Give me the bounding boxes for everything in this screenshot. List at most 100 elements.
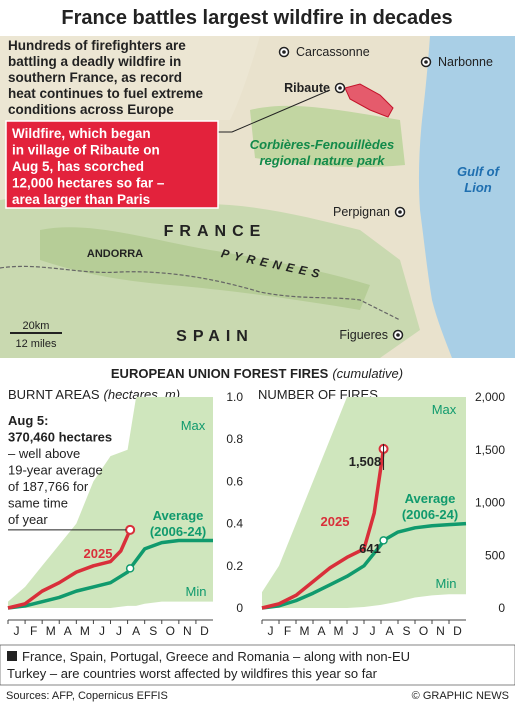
footnote-box <box>0 644 515 686</box>
plain <box>0 36 260 120</box>
x-tick-label: F <box>30 624 37 638</box>
annotation: Max <box>181 418 206 433</box>
place-label: Carcassonne <box>296 45 370 59</box>
section-subtitle: (cumulative) <box>332 366 403 381</box>
annotation: Max <box>432 402 457 417</box>
annotation: Min <box>436 576 457 591</box>
annotation: Min <box>186 584 207 599</box>
callout-line: Wildfire, which began <box>12 126 151 141</box>
x-tick-label: J <box>14 624 20 638</box>
pyrenees-ridge <box>40 227 370 310</box>
x-tick-label: J <box>353 624 359 638</box>
x-tick-label: S <box>402 624 410 638</box>
y-tick-label: 500 <box>485 548 505 562</box>
section-header: EUROPEAN UNION FOREST FIRES (cumulative) <box>111 366 403 381</box>
place-label: Perpignan <box>333 205 390 219</box>
x-tick-label: O <box>166 624 175 638</box>
border <box>0 265 401 321</box>
callout-line: area larger than Paris <box>12 192 150 207</box>
y-tick-label: 1,500 <box>475 443 505 457</box>
section-title: EUROPEAN UNION FOREST FIRES <box>111 366 329 381</box>
chart-title-text: BURNT AREAS <box>8 387 100 402</box>
intro-line: southern France, as record <box>8 70 182 85</box>
annotation: Aug 5: <box>8 413 48 428</box>
footnote-bullet <box>7 651 17 661</box>
intro-line: battling a deadly wildfire in <box>8 54 181 69</box>
map <box>0 36 515 358</box>
callout-box <box>5 120 219 209</box>
annotation: 1,508 <box>349 454 382 469</box>
y-tick-label: 0.8 <box>226 432 243 446</box>
sea <box>418 36 515 358</box>
place-dot <box>338 86 342 90</box>
annotation: of 187,766 for <box>8 479 89 494</box>
scale-label: 12 miles <box>16 338 57 350</box>
place-dot <box>424 60 428 64</box>
range-band <box>8 397 213 608</box>
series-label: Average (2006-24) <box>402 491 458 522</box>
intro-line: conditions across Europe <box>8 102 174 117</box>
x-tick-label: N <box>436 624 445 638</box>
x-tick-label: M <box>46 624 56 638</box>
x-tick-label: M <box>80 624 90 638</box>
annotation: same time <box>8 496 68 511</box>
callout-line: Aug 5, has scorched <box>12 159 144 174</box>
sea-label: Gulf of <box>457 164 501 179</box>
y-tick-label: 0 <box>498 601 505 615</box>
x-tick-label: A <box>64 624 72 638</box>
callout-pointer <box>218 89 331 133</box>
series-label-part: Average <box>153 508 204 523</box>
annotation: 19-year average <box>8 463 103 478</box>
region-label: FRANCE <box>164 223 267 240</box>
y-tick-label: 2,000 <box>475 390 505 404</box>
x-tick-label: A <box>317 624 325 638</box>
x-tick-label: A <box>132 624 140 638</box>
annotation: of year <box>8 512 48 527</box>
source: Sources: AFP, Copernicus EFFIS <box>6 690 168 702</box>
x-tick-label: J <box>116 624 122 638</box>
range-band <box>262 397 466 608</box>
x-tick-label: J <box>99 624 105 638</box>
scale-label: 20km <box>23 320 50 332</box>
series-label-part: Average <box>405 491 456 506</box>
series-label-part: (2006-24) <box>402 507 458 522</box>
footnote-line: Turkey – are countries worst affected by… <box>7 666 378 681</box>
series-line <box>261 448 386 610</box>
place-dot <box>396 333 400 337</box>
x-tick-label: S <box>149 624 157 638</box>
place-label: Narbonne <box>438 55 493 69</box>
region-label: ANDORRA <box>87 248 143 260</box>
x-tick-label: F <box>284 624 291 638</box>
x-tick-label: J <box>268 624 274 638</box>
place-dot <box>398 210 402 214</box>
x-tick-label: M <box>334 624 344 638</box>
x-tick-label: N <box>183 624 192 638</box>
series-line <box>7 538 213 610</box>
y-tick-label: 1.0 <box>226 390 243 404</box>
sea-label: Lion <box>464 180 491 195</box>
x-tick-label: A <box>385 624 393 638</box>
x-tick-label: D <box>453 624 462 638</box>
annotation: – well above <box>8 446 80 461</box>
title: France battles largest wildfire in decad… <box>61 7 452 29</box>
x-tick-label: D <box>200 624 209 638</box>
y-tick-label: 0.2 <box>226 559 243 573</box>
y-tick-label: 1,000 <box>475 496 505 510</box>
average-marker <box>379 536 388 545</box>
place-dot <box>282 50 286 54</box>
x-tick-label: O <box>419 624 428 638</box>
y-tick-label: 0.4 <box>226 517 243 531</box>
end-marker <box>125 524 136 535</box>
annotation: 370,460 hectares <box>8 430 112 445</box>
series-line <box>7 529 132 610</box>
credit: © GRAPHIC NEWS <box>412 690 509 702</box>
series-label: 2025 <box>321 514 350 529</box>
callout-line: in village of Ribaute on <box>12 143 160 158</box>
x-tick-label: J <box>370 624 376 638</box>
footnote-line: France, Spain, Portugal, Greece and Roma… <box>22 649 410 664</box>
y-tick-label: 0.6 <box>226 474 243 488</box>
average-marker <box>125 564 135 573</box>
series-line <box>261 521 467 610</box>
y-tick-label: 0 <box>236 601 243 615</box>
